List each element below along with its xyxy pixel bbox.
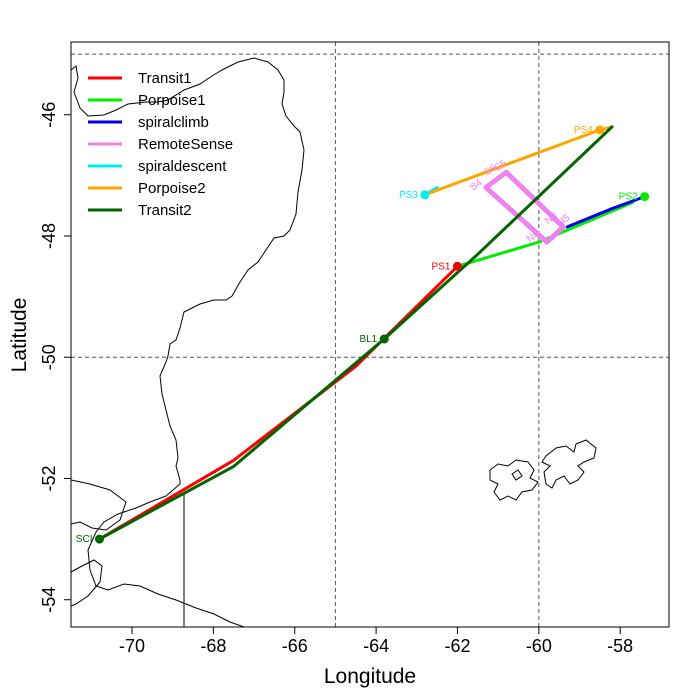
plot-frame xyxy=(70,41,670,628)
route-spiralclimb xyxy=(565,195,647,229)
x-tick-label: -68 xyxy=(200,636,226,656)
south-america-coastline xyxy=(71,57,305,484)
route-layer xyxy=(98,125,647,541)
waypoint-ps4 xyxy=(595,125,605,135)
x-tick-label: -66 xyxy=(282,636,308,656)
y-tick-label: -48 xyxy=(39,223,59,249)
waypoint-ps3 xyxy=(420,190,430,200)
legend-label-spiraldescent: spiraldescent xyxy=(138,158,227,175)
graticule xyxy=(71,42,669,627)
route-porpoise1 xyxy=(456,201,634,268)
rs-label-s4: S4 xyxy=(468,177,485,193)
waypoint-ps2 xyxy=(640,192,650,202)
coastline-layer xyxy=(71,57,597,627)
waypoint-ps1 xyxy=(452,261,462,271)
y-tick-label: -54 xyxy=(39,587,59,613)
y-axis: -54 -52 -50 -48 -46 xyxy=(39,102,71,613)
x-tick-label: -62 xyxy=(444,636,470,656)
route-remotesense xyxy=(483,169,566,245)
y-tick-label: -50 xyxy=(39,344,59,370)
y-tick-label: -46 xyxy=(39,102,59,128)
y-axis-title: Latitude xyxy=(8,298,31,373)
falkland-islet xyxy=(511,469,523,481)
waypoint-sci xyxy=(94,534,104,544)
legend-label-remotesense: RemoteSense xyxy=(138,136,233,153)
waypoint-label-ps1: PS1 xyxy=(432,261,451,272)
waypoint-layer: PS1 PS2 PS3 PS4 BL1 SCI xyxy=(76,125,650,545)
tierra-inner-coast xyxy=(71,559,103,607)
waypoint-label-sci: SCI xyxy=(76,534,93,545)
x-tick-label: -70 xyxy=(119,636,145,656)
falkland-east xyxy=(541,439,597,489)
waypoint-bl1 xyxy=(379,334,389,344)
x-axis: -70 -68 -66 -64 -62 -60 -58 xyxy=(119,627,633,656)
x-tick-label: -60 xyxy=(526,636,552,656)
x-tick-label: -58 xyxy=(607,636,633,656)
falkland-west xyxy=(489,459,539,501)
waypoint-label-ps4: PS4 xyxy=(574,125,593,136)
waypoint-label-ps3: PS3 xyxy=(399,190,418,201)
y-tick-label: -52 xyxy=(39,465,59,491)
magellan-coastline xyxy=(87,483,245,627)
legend: Transit1 Porpoise1 spiralclimb RemoteSense s… xyxy=(88,70,233,219)
x-axis-title: Longitude xyxy=(324,665,416,688)
waypoint-label-ps2: PS2 xyxy=(619,192,638,203)
legend-label-transit2: Transit2 xyxy=(138,202,192,219)
legend-label-porpoise2: Porpoise2 xyxy=(138,180,206,197)
inland-coastline xyxy=(71,479,127,531)
waypoint-label-bl1: BL1 xyxy=(359,334,377,345)
legend-label-spiralclimb: spiralclimb xyxy=(138,114,209,131)
legend-label-transit1: Transit1 xyxy=(138,70,192,87)
x-tick-label: -64 xyxy=(363,636,389,656)
route-transit1 xyxy=(98,264,459,541)
legend-label-porpoise1: Porpoise1 xyxy=(138,92,206,109)
